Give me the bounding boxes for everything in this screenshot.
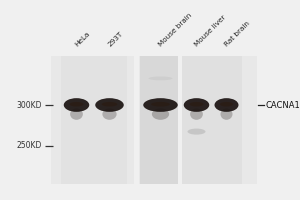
Text: CACNA1E: CACNA1E [266, 100, 300, 110]
Text: Mouse liver: Mouse liver [194, 14, 227, 48]
Bar [61, 56, 127, 184]
Ellipse shape [184, 98, 209, 112]
Ellipse shape [220, 102, 233, 107]
Ellipse shape [214, 98, 239, 112]
Bar [134, 56, 139, 184]
Bar [51, 56, 256, 184]
Text: 293T: 293T [107, 31, 124, 48]
Bar [140, 56, 181, 184]
Ellipse shape [151, 102, 170, 107]
Text: 300KD: 300KD [16, 100, 42, 110]
Ellipse shape [190, 102, 203, 107]
Ellipse shape [143, 98, 178, 112]
Text: HeLa: HeLa [74, 31, 91, 48]
Text: 250KD: 250KD [16, 142, 42, 150]
Ellipse shape [102, 102, 117, 107]
Ellipse shape [102, 108, 117, 120]
Bar [181, 56, 242, 184]
Ellipse shape [70, 108, 83, 120]
Ellipse shape [190, 108, 203, 120]
Ellipse shape [64, 98, 89, 112]
Ellipse shape [70, 102, 83, 107]
Ellipse shape [188, 129, 206, 135]
Bar [178, 56, 182, 184]
Ellipse shape [152, 108, 169, 120]
Ellipse shape [95, 98, 124, 112]
Text: Rat brain: Rat brain [224, 21, 251, 48]
Text: Mouse brain: Mouse brain [158, 12, 193, 48]
Ellipse shape [220, 108, 232, 120]
Ellipse shape [148, 76, 172, 80]
